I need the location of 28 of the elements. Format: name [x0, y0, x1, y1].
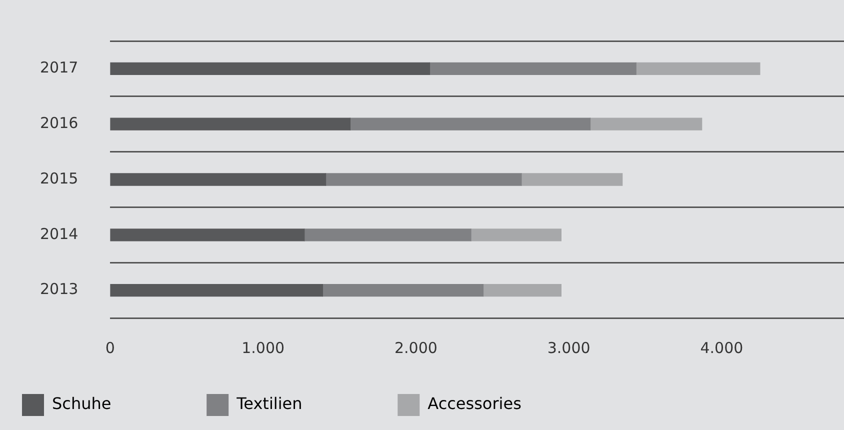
bar [636, 62, 760, 76]
legend-label: Accessories [428, 394, 603, 414]
bar [110, 284, 324, 297]
x-tick-label: 4.000 [700, 338, 744, 357]
bar [110, 173, 326, 186]
x-tick-label: 1.000 [242, 338, 285, 357]
bar [470, 228, 562, 242]
legend-label: Textilien [236, 394, 384, 414]
bar [521, 173, 623, 186]
y-tick-label: 2016 [40, 114, 78, 132]
y-tick-label: 2015 [40, 169, 78, 188]
bar [322, 284, 484, 297]
bar [325, 173, 522, 186]
y-tick-label: 2013 [40, 280, 78, 298]
x-tick-label: 0 [105, 338, 115, 357]
x-tick-label: 3.000 [547, 338, 590, 357]
bar [110, 118, 351, 130]
y-tick-label: 2014 [40, 224, 78, 243]
bar [590, 118, 702, 130]
x-tick-label: 2.000 [394, 338, 438, 357]
bar [350, 118, 591, 130]
bar [482, 284, 562, 297]
bar [304, 228, 472, 242]
legend-label: Schuhe [52, 394, 193, 414]
bar [429, 62, 636, 76]
bar [110, 62, 430, 76]
bar [110, 228, 305, 242]
y-tick-label: 2017 [40, 58, 78, 77]
